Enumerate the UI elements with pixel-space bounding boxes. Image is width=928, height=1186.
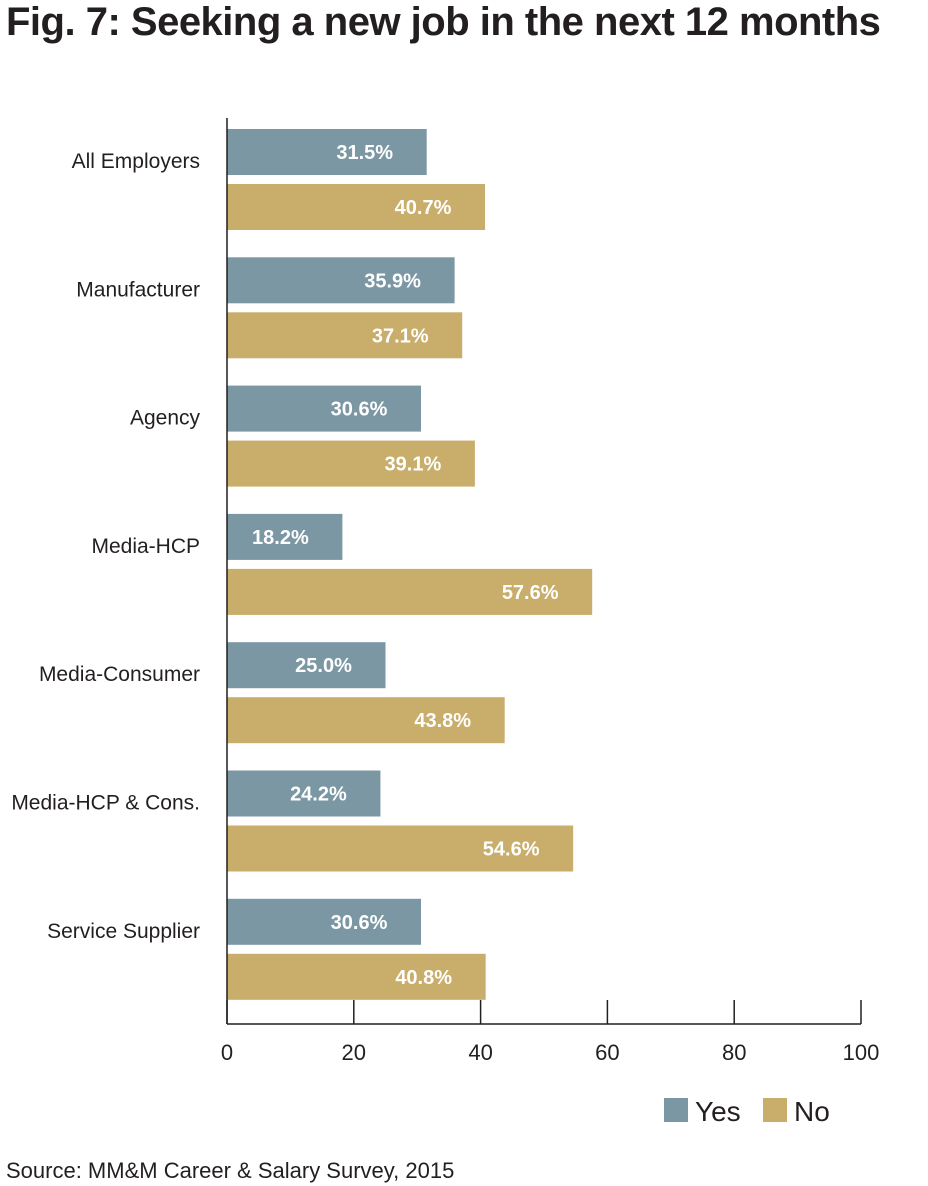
data-label: 30.6% — [331, 912, 388, 934]
category-label: All Employers — [72, 150, 200, 173]
data-label: 57.6% — [502, 582, 559, 604]
legend-label-yes: Yes — [695, 1096, 741, 1127]
category-label: Media-Consumer — [39, 663, 200, 686]
x-tick-label: 20 — [342, 1040, 366, 1065]
bar-yes — [227, 770, 381, 817]
x-tick-label: 100 — [843, 1040, 880, 1065]
bar-no — [227, 568, 593, 615]
legend: Yes No — [664, 1096, 830, 1127]
x-tick-label: 60 — [595, 1040, 619, 1065]
category-label: Agency — [130, 407, 201, 430]
bar-yes — [227, 513, 343, 560]
data-label: 25.0% — [295, 655, 352, 677]
data-label: 54.6% — [483, 839, 540, 861]
bar-no — [227, 825, 574, 872]
bar-no — [227, 697, 505, 744]
data-label: 18.2% — [252, 527, 309, 549]
data-label: 40.7% — [395, 197, 452, 219]
category-label: Media-HCP & Cons. — [11, 792, 200, 815]
x-tick-label: 80 — [722, 1040, 746, 1065]
data-label: 30.6% — [331, 399, 388, 421]
x-axis: 0 20 40 60 80 100 — [221, 118, 879, 1065]
bar-no — [227, 184, 486, 230]
bar-yes — [227, 385, 422, 432]
category-label: Media-HCP — [91, 535, 200, 558]
bars-layer: 31.5% 40.7% 35.9% 37.1% 30.6% 39.1% 18.2% 57.6%… — [227, 129, 593, 1000]
data-label: 24.2% — [290, 784, 347, 806]
x-tick-label: 0 — [221, 1040, 233, 1065]
legend-swatch-no — [763, 1098, 787, 1122]
data-label: 31.5% — [336, 142, 393, 164]
data-label: 39.1% — [385, 454, 442, 476]
category-label: Service Supplier — [47, 920, 200, 943]
legend-swatch-yes — [664, 1098, 688, 1122]
chart-title: Fig. 7: Seeking a new job in the next 12… — [6, 0, 881, 44]
bar-yes — [227, 642, 386, 689]
bar-no — [227, 440, 475, 487]
bar-yes — [227, 129, 427, 175]
data-label: 43.8% — [414, 710, 471, 732]
bar-no — [227, 953, 486, 1000]
data-label: 37.1% — [372, 325, 429, 347]
source-note: Source: MM&M Career & Salary Survey, 201… — [6, 1158, 455, 1183]
bar-no — [227, 312, 463, 359]
category-labels: All Employers Manufacturer Agency Media-HCP… — [11, 150, 200, 943]
legend-label-no: No — [794, 1096, 830, 1127]
bar-yes — [227, 257, 455, 304]
category-label: Manufacturer — [76, 278, 200, 301]
data-label: 40.8% — [395, 967, 452, 989]
data-label: 35.9% — [364, 270, 421, 292]
bar-yes — [227, 898, 422, 945]
x-tick-label: 40 — [468, 1040, 492, 1065]
